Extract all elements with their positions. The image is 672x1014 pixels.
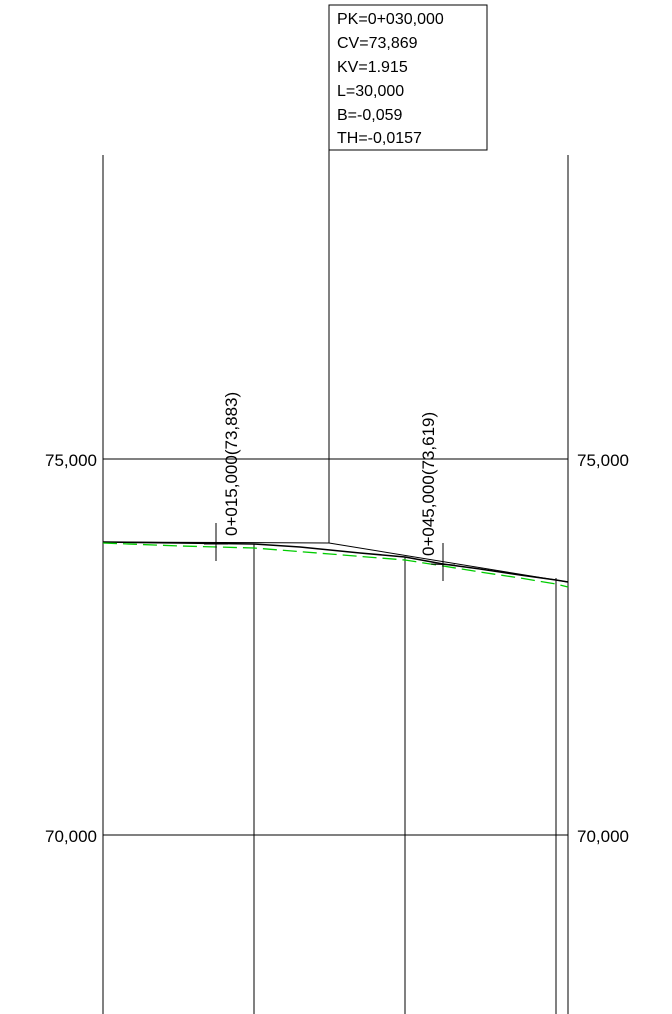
elevation-label-70-right: 70,000 <box>577 827 629 846</box>
info-th: TH=-0,0157 <box>337 130 422 147</box>
station-label-1: 0+015,000(73,883) <box>222 392 241 536</box>
tick-mark-2-horizontal <box>430 563 456 566</box>
info-b: B=-0,059 <box>337 107 402 124</box>
terrain-dashed-line <box>102 542 569 588</box>
station-label-2: 0+045,000(73,619) <box>419 412 438 556</box>
profile-line <box>102 541 569 583</box>
elevation-label-70-left: 70,000 <box>45 827 97 846</box>
info-cv: CV=73,869 <box>337 35 418 52</box>
elevation-label-75-right: 75,000 <box>577 451 629 470</box>
elevation-label-75-left: 75,000 <box>45 451 97 470</box>
info-kv: KV=1.915 <box>337 59 408 76</box>
vertex-info-box <box>328 4 488 151</box>
info-l: L=30,000 <box>337 83 404 100</box>
info-pk: PK=0+030,000 <box>337 11 444 28</box>
